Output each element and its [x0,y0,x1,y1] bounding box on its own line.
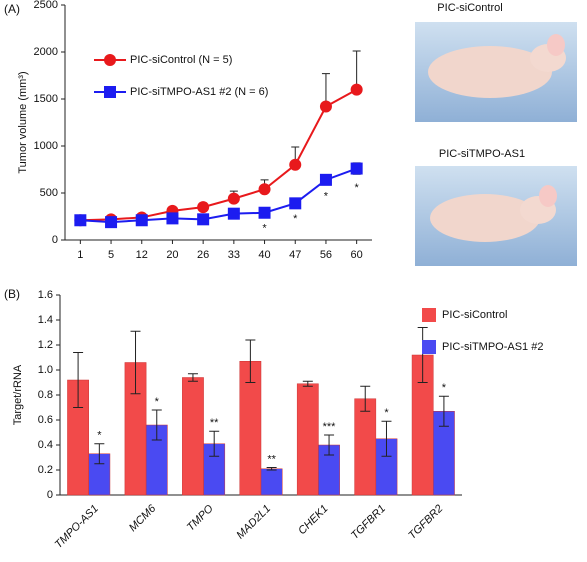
bar [260,468,283,496]
x-tick-label: 5 [108,249,114,261]
marker [350,83,363,96]
panel-label: (B) [4,287,20,301]
significance: * [324,191,329,203]
significance: * [355,182,360,194]
photo-caption: PIC-siTMPO-AS1 [439,148,525,160]
x-tick-label: TMPO-AS1 [53,503,101,551]
x-tick-label: 40 [258,249,270,261]
x-tick-label: TGFBR2 [406,503,445,542]
x-tick-label: 33 [228,249,240,261]
error-bar [187,373,198,382]
panel-label: (A) [4,2,20,16]
y-tick-label: 0.6 [38,414,53,426]
significance: *** [323,421,337,433]
marker [227,207,240,220]
legend-marker [104,86,116,98]
marker [258,206,271,219]
x-tick-label: 20 [166,249,178,261]
legend-label: PIC-siTMPO-AS1 #2 [442,341,543,353]
x-tick-label: TGFBR1 [349,503,388,542]
marker [289,197,302,210]
significance: * [293,213,298,225]
series-line [80,88,358,222]
marker [258,183,271,196]
y-tick-label: 2000 [34,46,58,58]
marker [289,158,302,171]
error-bar [130,330,141,395]
significance: * [262,223,267,235]
x-tick-label: CHEK1 [296,503,330,537]
legend-label: PIC-siControl [442,309,507,321]
significance: ** [267,453,276,465]
y-tick-label: 1500 [34,93,58,105]
error-bar [266,467,277,471]
x-tick-label: MCM6 [127,502,159,534]
marker [197,213,210,226]
x-tick-label: 60 [351,249,363,261]
y-axis-title: Target/rRNA [12,364,24,425]
photo-control [415,22,577,122]
error-bar [209,430,220,457]
error-bar [151,409,162,441]
x-tick-label: TMPO [185,502,216,533]
marker [105,216,118,229]
x-tick-label: 56 [320,249,332,261]
marker [166,212,179,225]
y-tick-label: 0.8 [38,389,53,401]
bar [296,383,319,496]
photo-knockdown [415,166,577,266]
error-bar [360,385,371,412]
significance: ** [210,417,219,429]
y-tick-label: 1.0 [38,364,53,376]
significance: * [384,407,389,419]
error-bar [438,395,449,427]
y-tick-label: 500 [40,187,58,199]
error-bar [73,352,84,408]
y-tick-label: 1.4 [38,314,53,326]
marker [319,173,332,186]
error-bar [352,50,361,90]
marker [319,100,332,113]
error-bar [245,339,256,383]
y-tick-label: 1.2 [38,339,53,351]
marker [227,192,240,205]
error-bar [324,434,335,456]
legend-swatch [422,340,436,354]
x-tick-label: 12 [136,249,148,261]
x-tick-label: 47 [289,249,301,261]
y-tick-label: 0.4 [38,439,53,451]
significance: * [97,430,102,442]
significance: * [442,382,447,394]
marker [74,214,87,227]
y-tick-label: 0.2 [38,464,53,476]
y-tick-label: 2500 [34,0,58,11]
legend-label: PIC-siTMPO-AS1 #2 (N = 6) [130,86,268,98]
error-bar [302,380,313,387]
legend-label: PIC-siControl (N = 5) [130,54,232,66]
error-bar [94,443,105,465]
marker [197,201,210,214]
x-tick-label: 26 [197,249,209,261]
bar [182,377,204,496]
y-tick-label: 1000 [34,140,58,152]
x-tick-label: 1 [77,249,83,261]
y-tick-label: 1.6 [38,289,53,301]
y-tick-label: 0 [52,234,58,246]
x-tick-label: MAD2L1 [234,503,273,542]
marker [135,214,148,227]
y-axis-title: Tumor volume (mm³) [17,71,29,173]
significance: * [155,396,160,408]
y-tick-label: 0 [47,489,53,501]
error-bar [381,420,392,457]
bar [354,398,377,496]
marker [350,162,363,175]
legend-swatch [422,308,436,322]
series-line [80,167,357,224]
legend-marker [104,54,116,66]
photo-caption: PIC-siControl [437,2,502,14]
